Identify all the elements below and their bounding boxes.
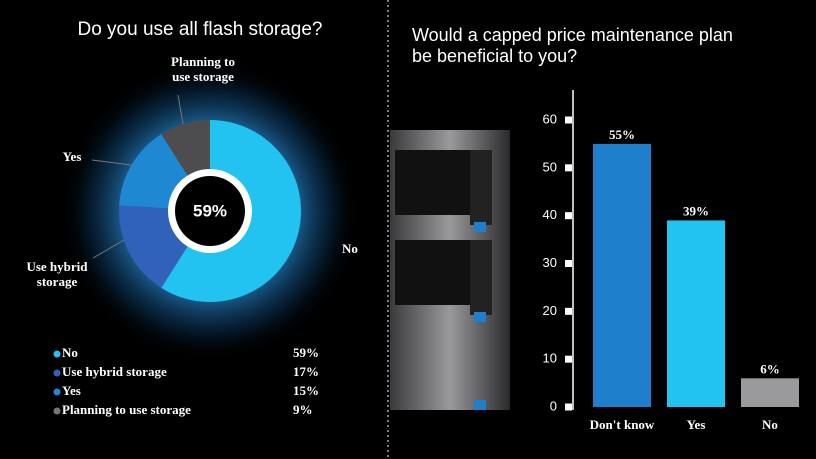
y-tick-label: 0 xyxy=(550,398,557,413)
legend-value: 9% xyxy=(293,402,313,417)
y-tick-label: 10 xyxy=(543,351,557,366)
callout-label: Planning to xyxy=(171,54,235,69)
center-hole xyxy=(175,176,245,246)
legend-value: 15% xyxy=(293,383,319,398)
callout-label: use storage xyxy=(172,69,234,84)
x-tick-label: Yes xyxy=(687,417,706,432)
legend-label: Yes xyxy=(62,383,81,398)
value-label: 39% xyxy=(683,203,709,218)
y-tick-label: 20 xyxy=(543,303,557,318)
center-label: 59% xyxy=(193,201,227,220)
legend-marker xyxy=(53,388,61,396)
y-tick-label: 50 xyxy=(543,159,557,174)
value-label: 6% xyxy=(760,361,780,376)
tick-mark xyxy=(565,260,572,267)
chart-title: Would a capped price maintenance plan xyxy=(412,25,733,45)
y-tick-label: 30 xyxy=(543,255,557,270)
tick-mark xyxy=(565,307,572,315)
legend-label: Use hybrid storage xyxy=(62,364,167,379)
callout-label: storage xyxy=(37,274,78,289)
tick-mark xyxy=(565,116,572,124)
chart-title: Do you use all flash storage? xyxy=(77,19,322,40)
callout-label: Use hybrid xyxy=(26,259,88,274)
y-tick-label: 60 xyxy=(543,111,557,126)
callout-label: No xyxy=(342,241,358,256)
leader-line xyxy=(177,94,184,125)
legend-marker xyxy=(53,369,61,377)
bar xyxy=(667,220,725,407)
tick-mark xyxy=(565,164,572,172)
x-tick-label: No xyxy=(762,417,778,432)
tick-mark xyxy=(565,403,572,411)
callout-label: Yes xyxy=(63,149,82,164)
legend-label: No xyxy=(62,345,78,360)
server-illustration xyxy=(390,130,510,410)
legend-value: 59% xyxy=(293,345,319,360)
legend-label: Planning to use storage xyxy=(62,402,191,417)
x-tick-label: Don't know xyxy=(590,417,655,432)
value-label: 55% xyxy=(609,127,635,142)
leader-line xyxy=(91,159,132,166)
tick-mark xyxy=(565,355,572,363)
bar xyxy=(741,378,799,407)
legend-value: 17% xyxy=(293,364,319,379)
chart-title: be beneficial to you? xyxy=(412,46,577,66)
legend-marker xyxy=(53,350,61,358)
leader-line xyxy=(92,239,125,259)
tick-mark xyxy=(565,212,572,220)
legend-marker xyxy=(53,407,61,415)
y-tick-label: 40 xyxy=(543,207,557,222)
bar xyxy=(593,143,651,407)
